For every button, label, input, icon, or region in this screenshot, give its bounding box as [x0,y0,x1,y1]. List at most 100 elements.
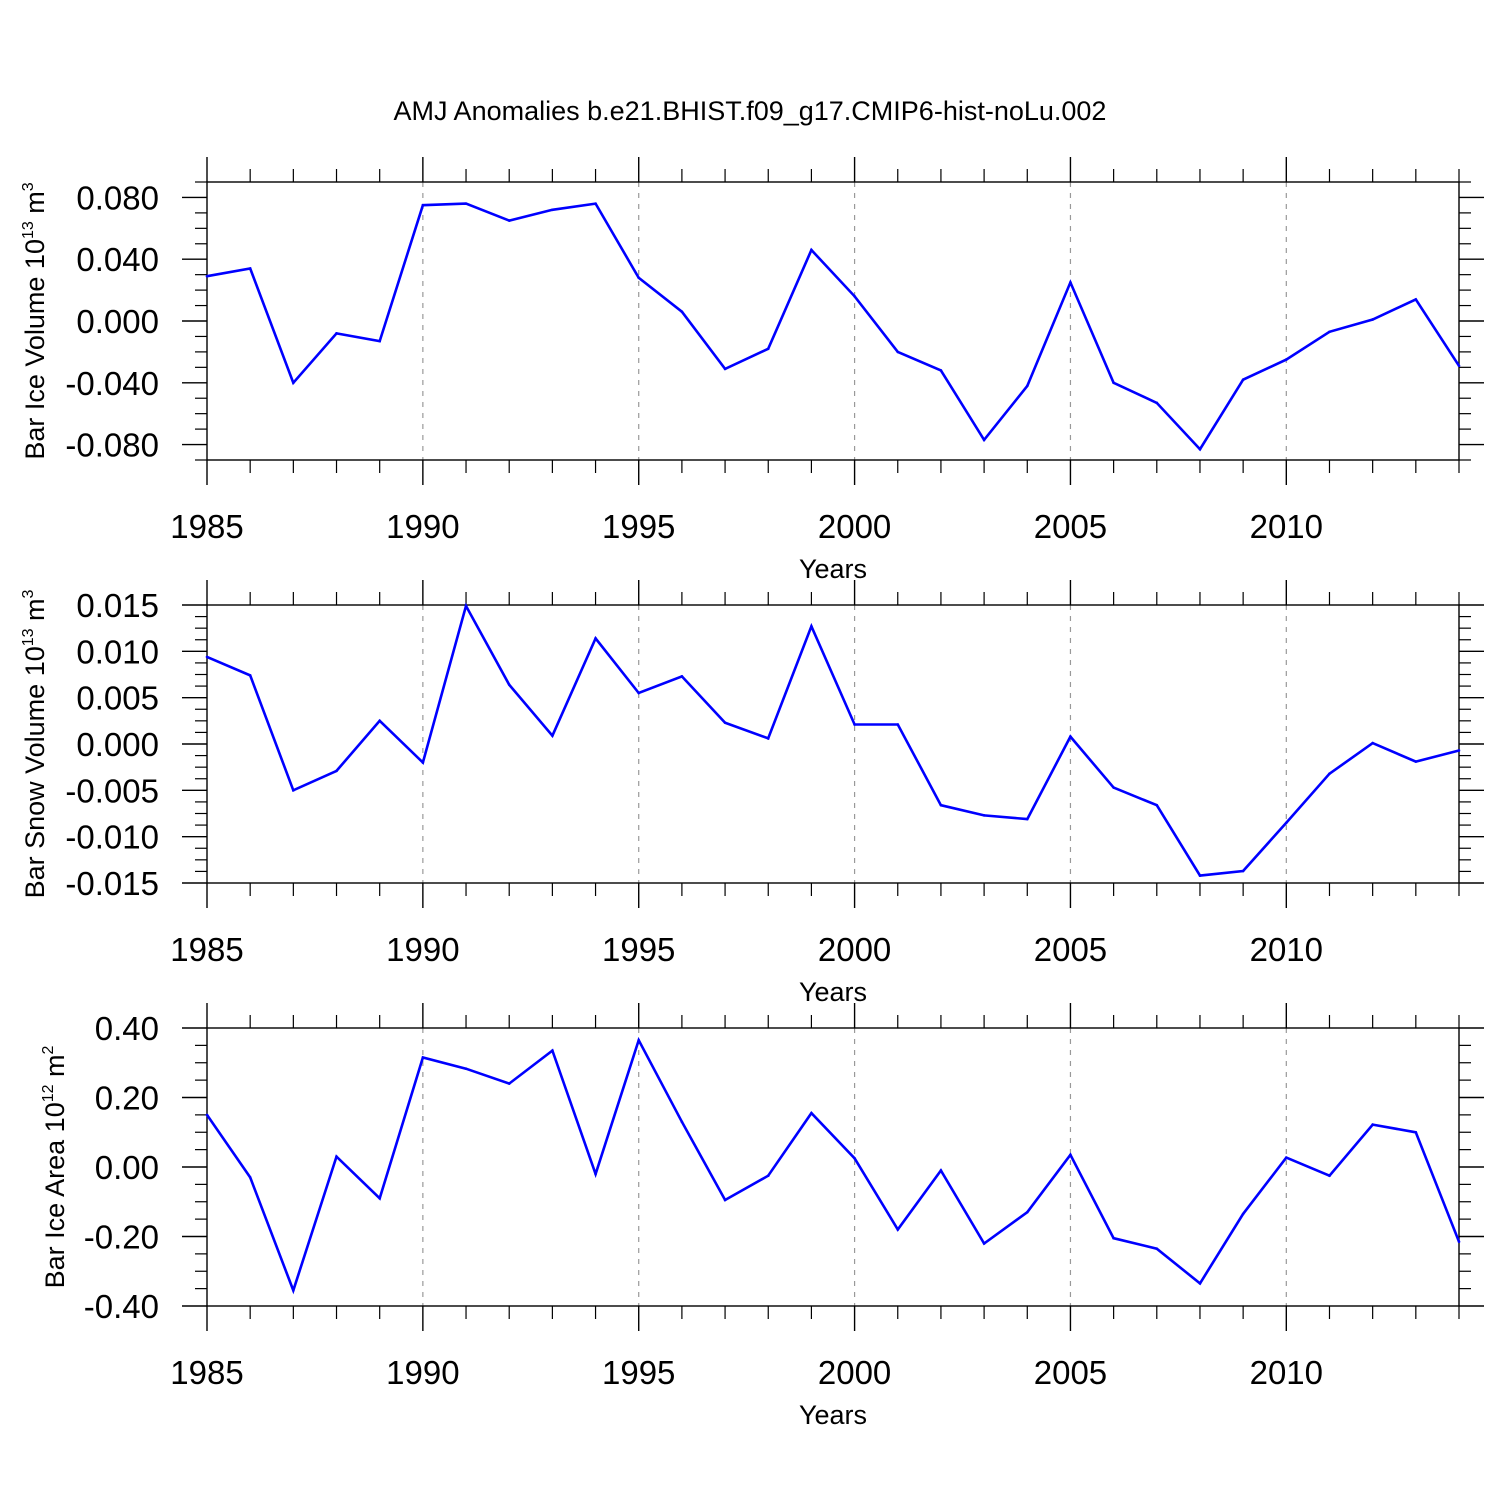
x-axis-title: Years [799,977,867,1007]
data-point [1198,874,1202,877]
x-tick-label: 2010 [1250,931,1323,968]
data-point [421,761,425,764]
data-point [507,683,511,686]
y-tick-label: 0.40 [95,1010,159,1047]
y-axis-title-unit: m [20,191,50,221]
data-point [551,1049,554,1052]
x-tick-label: 2010 [1250,508,1323,545]
data-point [1371,741,1374,745]
data-point [551,734,554,737]
y-tick-label: 0.080 [76,179,159,216]
data-point [723,1198,727,1202]
data-point [378,719,381,723]
y-axis-title-main: Bar Snow Volume 10 [20,646,50,898]
data-point [1025,1210,1029,1214]
data-point [637,691,641,695]
x-tick-label: 2000 [818,931,891,968]
data-point [1241,869,1245,873]
y-axis-title-unit: m [20,598,50,628]
data-point [1025,817,1029,821]
data-point [1069,281,1072,284]
data-point [939,369,943,372]
x-tick-label: 2005 [1034,1354,1107,1391]
data-point [1069,735,1072,738]
x-tick-label: 1985 [170,1354,243,1391]
x-axis-title: Years [799,554,867,584]
data-point [766,1174,770,1177]
data-point [1285,1156,1288,1159]
data-point [896,723,900,726]
y-tick-label: 0.010 [76,633,159,670]
data-point [982,1242,986,1245]
y-tick-label: -0.040 [65,365,159,402]
data-point [810,625,813,628]
y-axis-title-sup: 12 [40,1084,57,1102]
y-axis-title: Bar Ice Volume 1013 m3 [20,182,50,459]
series-line [206,602,1460,877]
plot-frame [206,1027,1460,1307]
series-line [206,202,1461,452]
y-tick-label: -0.40 [84,1288,159,1325]
data-point [982,814,986,817]
data-point [1285,358,1288,361]
data-point [292,789,295,792]
y-tick-label: 0.005 [76,680,159,717]
data-point [1457,749,1461,752]
data-point [637,276,641,280]
data-point [378,1196,381,1200]
data-point [1328,1174,1331,1177]
y-tick-label: 0.000 [76,726,159,763]
data-point [1371,318,1374,321]
x-tick-label: 1995 [602,1354,675,1391]
y-tick-label: -0.20 [84,1219,159,1256]
data-point [680,310,684,314]
y-tick-label: -0.010 [65,819,159,856]
x-axis-title: Years [799,1400,867,1430]
data-point [1112,381,1115,385]
data-point [853,723,856,726]
data-point [1414,298,1418,301]
data-point [766,737,770,740]
data-point [248,267,252,270]
data-point [205,1113,209,1117]
data-point [723,721,727,724]
data-point [551,208,554,212]
data-point [1457,1240,1461,1244]
data-point [853,1157,856,1160]
y-tick-label: 0.20 [95,1080,159,1117]
data-point [594,202,597,205]
x-tick-label: 1985 [170,508,243,545]
y-axis-title-unit: m [40,1054,70,1084]
x-tick-label: 1990 [386,1354,459,1391]
data-point [1112,786,1115,789]
data-point [1155,401,1159,405]
y-tick-label: 0.040 [76,241,159,278]
data-point [248,1176,252,1179]
data-point [1155,1247,1159,1250]
data-point [421,203,425,207]
data-point [1198,1282,1202,1285]
data-point [464,604,468,608]
y-tick-label: 0.000 [76,303,159,340]
x-tick-label: 2010 [1250,1354,1323,1391]
data-point [421,1056,425,1059]
y-axis-title-unit-sup: 3 [20,589,37,598]
y-tick-label: 0.00 [95,1149,159,1186]
data-point [378,339,381,343]
data-point [205,274,209,278]
data-point [507,219,511,222]
data-point [205,655,209,659]
panel-ice-area: 1985 1990 1995 2000 2005 2010 0.40 0.20 0.00 -0.2… [40,1003,1484,1430]
data-point [1069,1153,1072,1157]
data-point [766,347,770,351]
panel-ice-volume: 1985 1990 1995 2000 2005 2010 0.080 0.040 0.000 -… [20,157,1484,584]
data-point [939,1169,943,1172]
data-point [1457,364,1461,368]
data-point [1328,772,1331,775]
data-point [680,1120,684,1124]
x-tick-label: 2000 [818,1354,891,1391]
x-tick-label: 1995 [602,508,675,545]
y-axis-title-main: Bar Ice Area 10 [40,1102,70,1288]
x-tick-label: 2000 [818,508,891,545]
